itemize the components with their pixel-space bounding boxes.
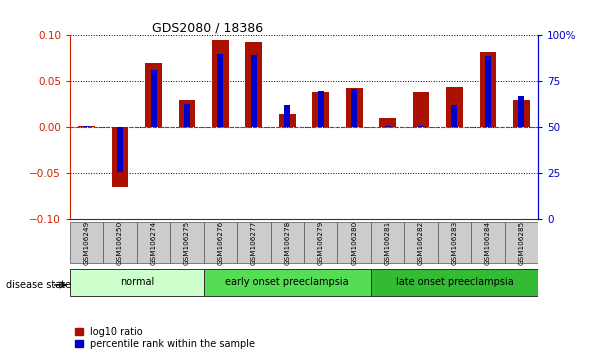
FancyBboxPatch shape [304,222,337,263]
FancyBboxPatch shape [471,222,505,263]
FancyBboxPatch shape [371,222,404,263]
Text: normal: normal [120,277,154,287]
Bar [145,63,162,127]
Bar [480,52,496,127]
Text: late onset preeclampsia: late onset preeclampsia [396,277,513,287]
Bar [346,88,362,127]
FancyBboxPatch shape [371,269,538,296]
FancyBboxPatch shape [237,222,271,263]
Text: GSM106250: GSM106250 [117,220,123,265]
Bar [418,126,424,127]
Text: GSM106277: GSM106277 [251,220,257,265]
Bar [513,100,530,127]
FancyBboxPatch shape [137,222,170,263]
FancyBboxPatch shape [103,222,137,263]
Text: GSM106285: GSM106285 [519,220,524,265]
Text: early onset preeclampsia: early onset preeclampsia [226,277,349,287]
Text: GDS2080 / 18386: GDS2080 / 18386 [152,21,263,34]
Bar [446,87,463,127]
Legend: log10 ratio, percentile rank within the sample: log10 ratio, percentile rank within the … [75,327,255,349]
Bar [179,100,195,127]
Bar [184,104,190,127]
Bar [117,127,123,172]
Bar [246,42,262,127]
Bar [151,70,156,127]
Bar [351,89,357,127]
Text: GSM106278: GSM106278 [285,220,290,265]
Bar [379,118,396,127]
Text: disease state: disease state [6,280,71,290]
Bar [285,105,290,127]
Bar [251,55,257,127]
FancyBboxPatch shape [505,222,538,263]
Bar [452,105,457,127]
Bar [279,114,295,127]
Text: GSM106284: GSM106284 [485,220,491,265]
Bar [413,92,429,127]
Text: GSM106275: GSM106275 [184,220,190,265]
FancyBboxPatch shape [337,222,371,263]
FancyBboxPatch shape [204,222,237,263]
Bar [112,127,128,187]
Bar [313,92,329,127]
FancyBboxPatch shape [70,269,204,296]
Text: GSM106282: GSM106282 [418,220,424,265]
FancyBboxPatch shape [204,269,371,296]
Text: GSM106280: GSM106280 [351,220,357,265]
Bar [485,56,491,127]
FancyBboxPatch shape [404,222,438,263]
FancyBboxPatch shape [70,222,103,263]
Bar [519,96,524,127]
FancyBboxPatch shape [438,222,471,263]
Text: GSM106276: GSM106276 [218,220,223,265]
Bar [84,126,89,127]
Bar [385,126,390,127]
FancyBboxPatch shape [170,222,204,263]
Bar [78,126,95,127]
Text: GSM106279: GSM106279 [318,220,323,265]
Bar [212,40,229,127]
Bar [218,54,223,127]
Bar [318,91,323,127]
Text: GSM106281: GSM106281 [385,220,390,265]
FancyBboxPatch shape [271,222,304,263]
Text: GSM106274: GSM106274 [151,220,156,265]
Text: GSM106249: GSM106249 [84,220,89,265]
Text: GSM106283: GSM106283 [452,220,457,265]
